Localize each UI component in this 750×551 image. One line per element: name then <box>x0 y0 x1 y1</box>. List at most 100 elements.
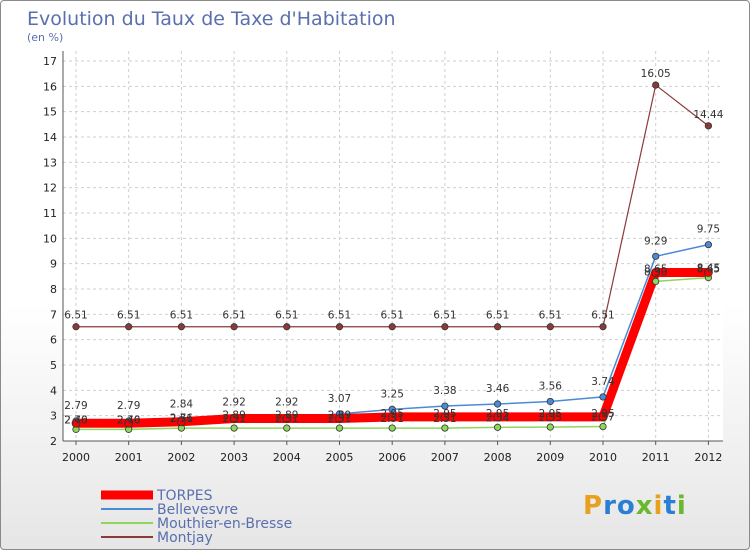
y-tick-label: 14 <box>43 131 57 144</box>
logo-letter: P <box>583 491 604 521</box>
data-label: 6.51 <box>275 310 298 322</box>
data-label: 2.51 <box>275 413 298 425</box>
data-point <box>230 323 238 331</box>
data-label: 2.84 <box>170 399 194 411</box>
data-label: 9.75 <box>697 224 720 236</box>
data-label: 8.65 <box>697 264 720 276</box>
data-label: 2.89 <box>222 409 245 421</box>
y-tick-label: 4 <box>50 384 57 397</box>
logo-letter: o <box>616 491 636 521</box>
plot-background <box>63 51 723 441</box>
y-tick-label: 2 <box>50 435 57 448</box>
y-tick-label: 7 <box>50 308 57 321</box>
chart-subtitle: (en %) <box>27 31 63 44</box>
data-label: 2.55 <box>539 412 562 424</box>
data-point <box>652 277 660 285</box>
data-label: 2.95 <box>486 408 509 420</box>
data-point <box>282 414 292 423</box>
data-point <box>441 424 449 432</box>
x-tick-label: 2010 <box>589 451 617 464</box>
x-tick-label: 2009 <box>536 451 564 464</box>
legend-label: Bellevesvre <box>157 502 238 518</box>
x-tick-label: 2011 <box>642 451 670 464</box>
legend-label: TORPES <box>156 488 213 504</box>
data-point <box>704 241 713 249</box>
y-tick-label: 12 <box>43 182 57 195</box>
data-point <box>230 424 238 432</box>
data-label: 6.51 <box>539 310 562 322</box>
data-label: 2.89 <box>328 409 351 421</box>
data-label: 2.79 <box>64 400 87 412</box>
data-label: 6.51 <box>433 310 456 322</box>
data-label: 6.51 <box>381 310 404 322</box>
logo-letter: x <box>635 491 654 521</box>
data-label: 2.95 <box>591 408 614 420</box>
legend-label: Mouthier-en-Bresse <box>157 516 292 532</box>
data-point <box>283 323 291 331</box>
data-label: 2.51 <box>222 413 245 425</box>
x-tick-label: 2007 <box>431 451 459 464</box>
data-point <box>388 424 396 432</box>
y-tick-label: 16 <box>43 80 57 93</box>
data-point <box>493 423 502 431</box>
data-label: 3.38 <box>433 385 456 397</box>
x-tick-label: 2012 <box>694 451 722 464</box>
logo-letter: i <box>676 491 687 521</box>
x-tick-label: 2001 <box>115 451 143 464</box>
data-label: 2.57 <box>591 412 614 424</box>
series-group <box>71 81 713 433</box>
data-label: 8.65 <box>644 264 667 276</box>
data-point <box>335 414 344 423</box>
data-label: 3.07 <box>328 393 351 405</box>
data-point <box>72 323 80 331</box>
data-label: 14.44 <box>693 109 723 121</box>
data-point <box>651 268 661 277</box>
data-label: 2.76 <box>170 413 194 425</box>
data-label: 2.51 <box>328 413 351 425</box>
data-point <box>598 412 608 422</box>
y-tick-label: 15 <box>43 106 57 119</box>
y-tick-label: 6 <box>50 334 57 347</box>
data-label: 8.45 <box>697 263 720 275</box>
x-tick-label: 2005 <box>326 451 354 464</box>
data-label: 6.51 <box>486 310 509 322</box>
y-tick-label: 11 <box>43 207 57 220</box>
y-tick-label: 9 <box>50 258 57 271</box>
data-point <box>652 81 660 89</box>
data-point <box>71 418 81 428</box>
data-point <box>283 424 291 432</box>
grid <box>63 51 723 442</box>
data-point <box>493 323 502 331</box>
data-point <box>652 252 660 260</box>
x-tick-label: 2000 <box>62 451 90 464</box>
data-point <box>177 323 185 331</box>
logo-letter: r <box>603 491 617 521</box>
x-tick-label: 2002 <box>167 451 195 464</box>
logo-letter: t <box>663 491 677 521</box>
data-label: 2.95 <box>381 408 404 420</box>
data-point <box>229 414 239 423</box>
data-point <box>546 397 554 406</box>
data-point <box>493 400 502 408</box>
y-tick-label: 3 <box>50 410 57 423</box>
data-point <box>335 323 344 331</box>
x-tick-label: 2008 <box>484 451 512 464</box>
y-tick-label: 5 <box>50 359 57 372</box>
data-label: 3.74 <box>591 376 615 388</box>
data-point <box>599 323 607 331</box>
data-label: 6.51 <box>222 310 245 322</box>
data-label: 2.46 <box>117 414 141 426</box>
data-label: 16.05 <box>641 68 671 80</box>
data-label: 2.95 <box>539 408 562 420</box>
data-point <box>545 412 555 422</box>
data-label: 2.51 <box>381 413 404 425</box>
logo-letter: i <box>653 491 664 521</box>
data-point <box>704 122 713 130</box>
chart-title: Evolution du Taux de Taxe d'Habitation <box>27 8 396 30</box>
proxiti-logo: Proxiti <box>583 491 687 521</box>
data-labels: 2.70 2.70 2.76 2.89 2.89 2.89 2.95 2.95 2.95 2.95… <box>64 68 723 426</box>
y-tick-label: 8 <box>50 283 57 296</box>
x-tick-label: 2006 <box>378 451 406 464</box>
